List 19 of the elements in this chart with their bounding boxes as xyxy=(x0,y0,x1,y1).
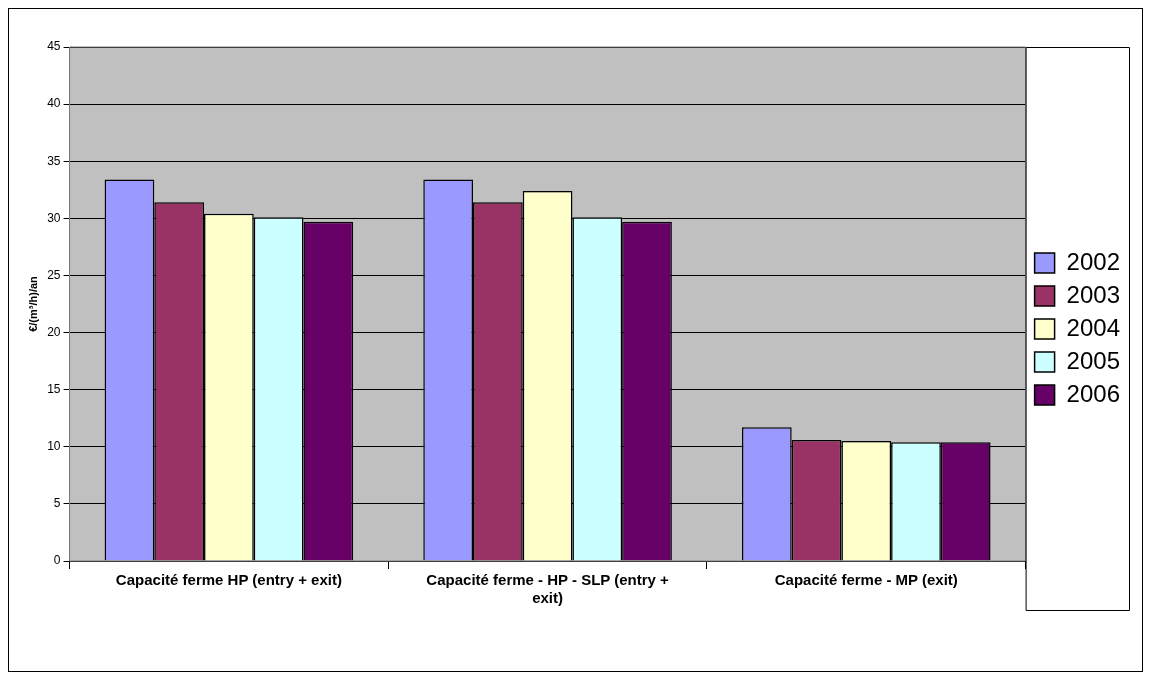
y-tick-label: 0 xyxy=(53,553,61,568)
y-tick-label: 15 xyxy=(47,381,61,396)
x-tick-label: Capacité ferme HP (entry + exit) xyxy=(115,571,342,589)
x-tick-label: Capacité ferme - MP (exit) xyxy=(774,571,958,589)
y-tick-label: 40 xyxy=(47,96,61,111)
legend-label: 2002 xyxy=(1066,247,1120,275)
y-tick-label: 35 xyxy=(47,153,61,168)
y-tick-label: 25 xyxy=(47,267,61,282)
legend-label: 2006 xyxy=(1066,379,1120,407)
legend-label: 2003 xyxy=(1066,280,1120,308)
y-axis-title: €/(m³/h)/an xyxy=(26,275,39,332)
x-tick-label: Capacité ferme - HP - SLP (entry + exit) xyxy=(426,571,670,607)
y-tick-label: 20 xyxy=(47,324,61,339)
y-tick-label: 30 xyxy=(47,210,61,225)
y-tick-label: 5 xyxy=(53,496,61,511)
legend-label: 2005 xyxy=(1066,346,1120,374)
legend-label: 2004 xyxy=(1066,313,1120,341)
y-tick-label: 45 xyxy=(47,39,61,54)
y-tick-label: 10 xyxy=(47,439,61,454)
